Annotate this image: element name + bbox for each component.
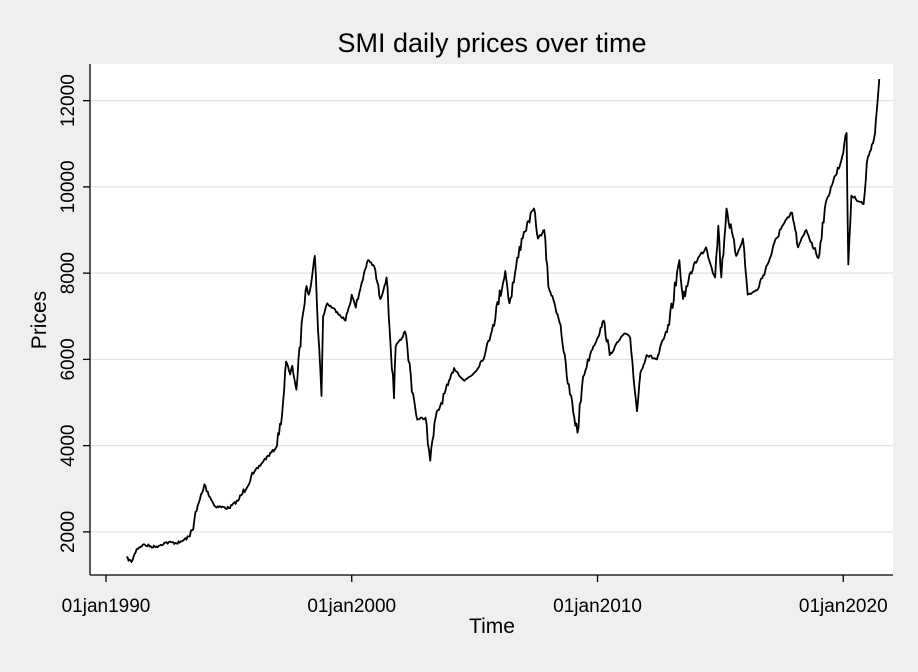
series-line: [125, 79, 881, 563]
gridlines: [90, 100, 893, 533]
series-layer: [125, 79, 881, 563]
y-tick-label: 12000: [58, 74, 79, 127]
y-tick-label: 4000: [58, 424, 79, 466]
x-tick-label: 01jan2000: [307, 596, 396, 617]
axes: 2000 4000 6000 8000 10000 12000 01jan1990 01jan…: [58, 64, 893, 617]
y-tick-label: 6000: [58, 338, 79, 380]
y-axis-title: Prices: [28, 291, 51, 349]
plot-area: [90, 64, 893, 575]
chart-title: SMI daily prices over time: [337, 28, 646, 58]
x-tick-label: 01jan2010: [553, 596, 642, 617]
y-tick-label: 10000: [58, 160, 79, 213]
y-tick-label: 8000: [58, 252, 79, 294]
x-tick-label: 01jan2020: [799, 596, 888, 617]
y-tick-label: 2000: [58, 511, 79, 553]
x-axis-title: Time: [469, 615, 515, 638]
x-tick-label: 01jan1990: [62, 596, 151, 617]
